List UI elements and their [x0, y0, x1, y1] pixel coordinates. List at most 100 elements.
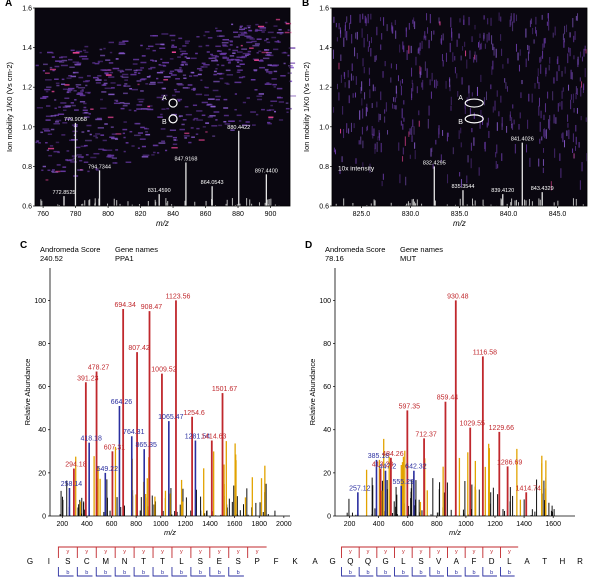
ion-signal — [223, 107, 229, 109]
ion-signal — [366, 125, 368, 131]
ion-signal — [518, 64, 520, 72]
ion-signal — [53, 122, 61, 125]
ion-signal — [133, 109, 137, 112]
b-fragment-bracket — [394, 567, 409, 577]
ion-signal — [81, 156, 84, 159]
ion-signal — [412, 83, 414, 92]
ion-signal — [496, 122, 498, 131]
ion-signal — [266, 71, 273, 73]
ion-signal — [362, 108, 364, 119]
ion-signal — [340, 54, 342, 61]
ion-signal — [152, 49, 156, 52]
ion-signal — [275, 18, 281, 21]
ion-signal — [515, 43, 517, 52]
b-fragment-bracket — [228, 567, 244, 577]
ion-signal — [177, 84, 184, 86]
ion-signal — [480, 74, 482, 83]
ion-signal — [214, 55, 219, 58]
ion-signal — [431, 31, 433, 41]
ion-signal — [279, 33, 283, 35]
ion-signal — [361, 28, 363, 38]
ion-signal — [346, 16, 348, 23]
ion-signal — [479, 33, 481, 39]
ion-signal — [553, 114, 555, 124]
ion-signal — [450, 17, 452, 28]
ion-signal — [83, 161, 89, 164]
ion-signal — [468, 94, 470, 101]
ion-signal — [195, 133, 199, 135]
ion-signal — [374, 86, 376, 92]
ion-signal — [184, 137, 188, 139]
panel-label: A — [5, 0, 12, 9]
ion-signal — [532, 27, 534, 35]
ion-signal — [266, 52, 272, 54]
ion-signal — [359, 110, 361, 120]
ion-signal — [564, 25, 566, 35]
ion-signal — [267, 121, 271, 124]
sequence-residue: Q — [365, 557, 371, 566]
ion-signal — [196, 67, 202, 70]
ion-signal — [46, 105, 51, 107]
ion-signal — [394, 19, 396, 26]
y-fragment-mark: y — [420, 549, 423, 555]
x-tick-label: 840.0 — [500, 211, 518, 218]
ion-signal — [203, 34, 206, 37]
x-tick-label: 780 — [70, 211, 82, 218]
ion-signal — [562, 33, 564, 41]
ion-signal — [405, 176, 407, 186]
ion-signal — [492, 43, 494, 51]
ion-signal — [255, 23, 259, 26]
ion-signal — [90, 156, 97, 159]
ion-signal — [540, 55, 542, 62]
ion-signal — [571, 72, 573, 80]
y-fragment-bracket — [341, 546, 360, 558]
b-fragment-bracket — [133, 567, 150, 577]
ion-signal — [575, 145, 577, 151]
x-axis-label: m/z — [449, 528, 461, 537]
ion-signal — [72, 71, 79, 74]
x-tick-label: 1200 — [178, 521, 194, 528]
ion-signal — [147, 108, 154, 111]
ion-signal — [537, 76, 539, 84]
ion-signal — [82, 80, 89, 83]
ion-signal — [137, 147, 140, 149]
ion-signal — [390, 63, 392, 69]
ion-signal — [140, 108, 148, 110]
ion-signal — [567, 123, 569, 128]
ion-signal — [51, 52, 54, 54]
ion-signal — [81, 131, 85, 133]
x-tick-label: 600 — [106, 521, 118, 528]
y-ion-label: 1009.52 — [151, 367, 176, 374]
ion-signal — [405, 27, 407, 32]
ion-signal — [456, 73, 458, 79]
ion-signal — [108, 62, 114, 64]
ion-signal — [287, 29, 291, 31]
ion-signal — [464, 103, 466, 109]
ion-signal — [237, 34, 245, 36]
ion-signal — [460, 142, 462, 148]
y-ion-label: 1286.69 — [497, 459, 522, 466]
y-tick-label: 1.4 — [22, 45, 32, 52]
ion-signal — [451, 27, 453, 38]
b-fragment-bracket — [358, 567, 374, 577]
y-ion-label: 712.37 — [415, 431, 437, 438]
ion-signal — [555, 117, 557, 124]
y-ion-label: 607.31 — [104, 444, 126, 451]
ion-signal — [157, 81, 164, 84]
ion-signal — [410, 45, 412, 54]
ion-signal — [72, 52, 80, 54]
x-tick-label: 880 — [232, 211, 244, 218]
ion-signal — [147, 45, 154, 48]
y-fragment-mark: y — [508, 549, 511, 555]
marker-label: B — [458, 119, 463, 126]
ion-signal — [124, 83, 128, 85]
ion-signal — [431, 72, 433, 82]
ion-signal — [380, 91, 382, 101]
ion-signal — [433, 30, 435, 35]
b-fragment-bracket — [209, 567, 225, 577]
sequence-residue: V — [436, 557, 442, 566]
ion-signal — [67, 89, 73, 91]
ion-signal — [570, 94, 572, 100]
ion-signal — [374, 148, 376, 154]
